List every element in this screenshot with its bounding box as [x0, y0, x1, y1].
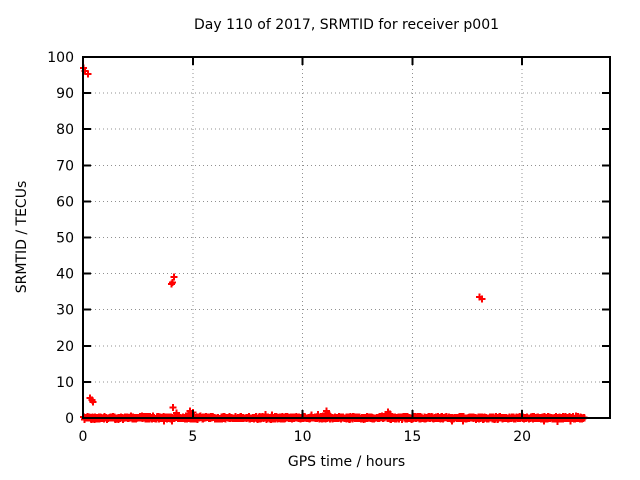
y-axis-label: SRMTID / TECUs [14, 180, 30, 294]
y-tick-label: 40 [56, 267, 74, 283]
y-tick-label: 90 [56, 86, 74, 102]
y-tick-label: 80 [56, 122, 74, 138]
y-tick-label: 0 [65, 411, 74, 427]
x-axis-label: GPS time / hours [287, 454, 406, 470]
x-tick-label: 15 [403, 429, 421, 445]
y-tick-label: 10 [56, 375, 74, 391]
chart-title: Day 110 of 2017, SRMTID for receiver p00… [193, 17, 500, 33]
x-tick-label: 0 [79, 429, 88, 445]
x-tick-label: 20 [513, 429, 531, 445]
y-tick-label: 100 [47, 50, 74, 66]
x-tick-label: 10 [294, 429, 312, 445]
y-tick-label: 50 [56, 231, 74, 247]
y-tick-label: 70 [56, 158, 74, 174]
x-tick-label: 5 [188, 429, 197, 445]
y-tick-label: 20 [56, 339, 74, 355]
y-tick-label: 60 [56, 194, 74, 210]
y-tick-label: 30 [56, 303, 74, 319]
